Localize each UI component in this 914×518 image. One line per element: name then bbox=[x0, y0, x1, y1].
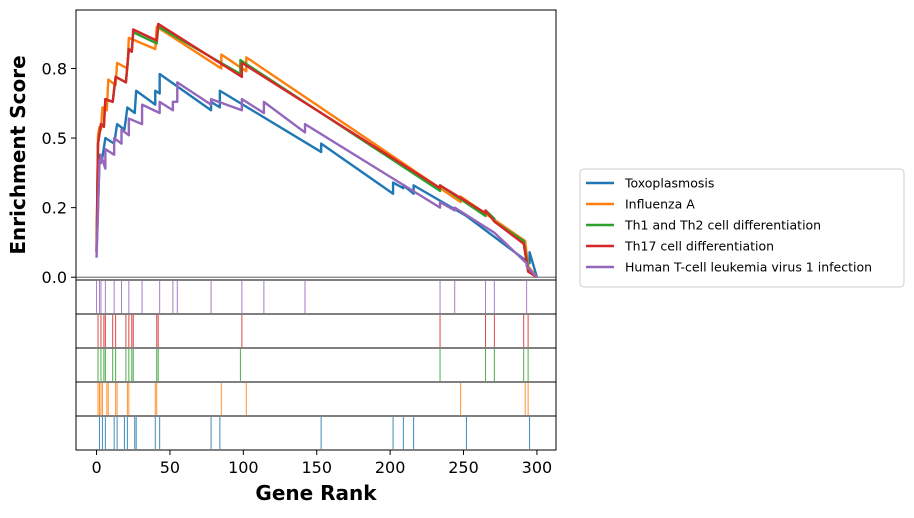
y-tick-label: 0.2 bbox=[42, 199, 67, 218]
x-tick-label: 0 bbox=[91, 458, 101, 477]
legend-label-1: Influenza A bbox=[625, 197, 695, 212]
rug-panel-1 bbox=[75, 313, 557, 349]
x-tick-label: 300 bbox=[522, 458, 553, 477]
series-line-4 bbox=[95, 81, 538, 279]
rug-panel-3 bbox=[75, 381, 557, 417]
x-tick-label: 50 bbox=[160, 458, 180, 477]
y-axis-label: Enrichment Score bbox=[6, 55, 30, 254]
series-line-2 bbox=[95, 25, 538, 279]
x-axis-label: Gene Rank bbox=[255, 481, 377, 505]
rug-panel-4 bbox=[75, 415, 557, 451]
y-tick-label: 0.0 bbox=[42, 268, 67, 287]
legend-label-2: Th1 and Th2 cell differentiation bbox=[624, 218, 821, 233]
legend-label-4: Human T-cell leukemia virus 1 infection bbox=[625, 260, 872, 275]
rug-panel-2 bbox=[75, 347, 557, 383]
y-tick-label: 0.5 bbox=[42, 129, 67, 148]
x-tick-label: 250 bbox=[448, 458, 479, 477]
series-line-1 bbox=[95, 25, 538, 278]
series-line-3 bbox=[95, 22, 538, 279]
legend-label-0: Toxoplasmosis bbox=[624, 176, 714, 191]
legend-box bbox=[579, 168, 905, 288]
x-tick-label: 150 bbox=[301, 458, 332, 477]
legend-label-3: Th17 cell differentiation bbox=[624, 239, 774, 254]
y-tick-label: 0.8 bbox=[42, 59, 67, 78]
rug-panel-0 bbox=[75, 279, 557, 315]
x-tick-label: 100 bbox=[228, 458, 259, 477]
x-tick-label: 200 bbox=[375, 458, 406, 477]
plot-frame bbox=[75, 9, 557, 281]
